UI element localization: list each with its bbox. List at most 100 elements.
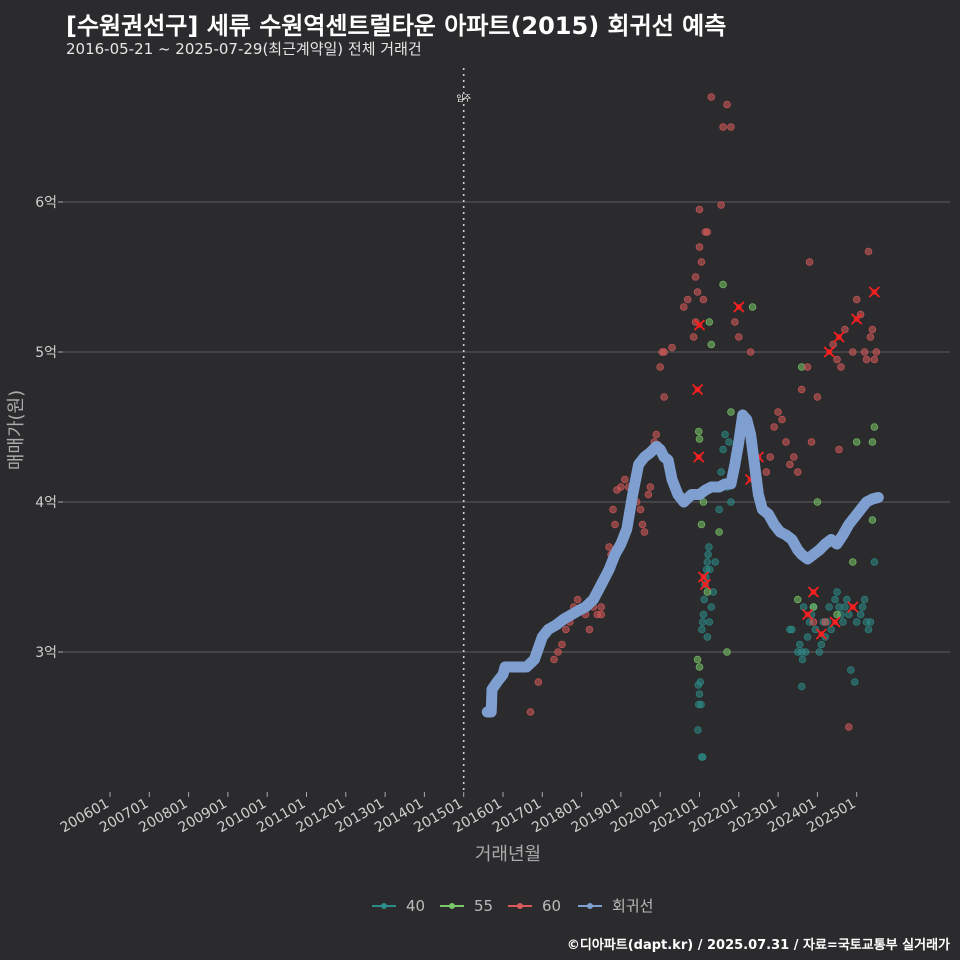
data-point-55 [697, 520, 706, 529]
data-point-60 [660, 393, 668, 401]
data-point-60 [841, 325, 849, 334]
recent-marker-dot [832, 619, 839, 625]
data-point-40 [698, 625, 706, 634]
data-point-40 [833, 588, 841, 596]
data-point-60 [683, 295, 692, 304]
recent-marker-dot [849, 604, 856, 610]
data-point-60 [695, 205, 704, 214]
legend-key-dot-55 [449, 903, 455, 909]
data-point-40 [703, 558, 712, 566]
recent-marker-dot [853, 316, 860, 322]
data-point-60 [723, 100, 731, 109]
data-point-60 [845, 723, 853, 731]
data-point-40 [700, 595, 709, 604]
data-point-55 [695, 435, 704, 443]
data-point-40 [715, 505, 723, 514]
data-point-40 [694, 726, 702, 734]
data-point-40 [699, 610, 708, 619]
data-point-60 [797, 385, 806, 394]
data-point-60 [636, 505, 645, 514]
data-point-60 [860, 348, 869, 356]
data-point-60 [805, 258, 814, 266]
data-point-40 [856, 610, 865, 619]
data-point-55 [793, 595, 802, 604]
recent-marker-dot [826, 349, 833, 355]
data-point-40 [725, 438, 733, 446]
data-point-60 [852, 295, 861, 304]
data-point-60 [793, 468, 802, 476]
data-point-40 [843, 595, 851, 604]
data-point-60 [660, 348, 668, 356]
y-axis: 3억 4억 5억 6억 [35, 195, 63, 661]
data-point-60 [597, 610, 606, 619]
recent-markers [691, 286, 880, 640]
data-point-40 [705, 618, 714, 626]
x-axis-title: 거래년월 [475, 844, 541, 865]
data-point-60 [668, 343, 676, 352]
data-point-40 [831, 595, 839, 604]
data-point-60 [646, 483, 655, 491]
data-point-40 [799, 603, 808, 611]
data-point-60 [550, 655, 558, 664]
data-point-40 [695, 690, 704, 698]
y-tick-label: 3억 [35, 645, 57, 661]
data-point-55 [707, 340, 716, 349]
data-point-60 [652, 430, 661, 439]
data-point-60 [807, 438, 816, 446]
data-point-40 [847, 666, 855, 674]
data-point-60 [862, 355, 871, 364]
data-point-40 [815, 648, 824, 656]
data-point-40 [727, 498, 735, 506]
data-point-60 [848, 348, 857, 356]
data-point-40 [795, 640, 804, 649]
legend-label-40: 40 [406, 897, 425, 915]
data-point-55 [694, 427, 703, 436]
legend-key-dot-회귀선 [587, 903, 593, 909]
recent-marker-dot [871, 289, 878, 295]
chart-title: [수원권선구] 세류 수원역센트럴타운 아파트(2015) 회귀선 예측 [66, 12, 727, 40]
recent-marker-dot [810, 589, 817, 595]
recent-marker-dot [695, 454, 702, 460]
data-point-55 [705, 318, 714, 326]
data-point-60 [534, 678, 543, 686]
data-point-40 [705, 565, 714, 574]
data-point-60 [605, 543, 613, 551]
data-point-60 [554, 648, 562, 656]
recent-marker-dot [818, 631, 825, 637]
data-point-40 [827, 625, 835, 634]
data-point-40 [704, 550, 712, 559]
data-point-60 [727, 123, 735, 131]
data-point-60 [697, 258, 706, 266]
data-point-40 [797, 682, 806, 691]
legend-key-dot-40 [381, 903, 387, 909]
data-point-60 [821, 618, 830, 626]
data-point-40 [839, 618, 847, 626]
data-point-55 [848, 558, 857, 566]
x-axis: 2006012007012008012009012010012011012012… [58, 792, 859, 836]
data-point-40 [696, 678, 705, 686]
data-point-55 [833, 610, 841, 619]
data-point-40 [841, 603, 849, 611]
legend-label-55: 55 [474, 897, 493, 915]
data-point-60 [813, 393, 822, 401]
recent-marker-dot [696, 322, 703, 328]
data-point-55 [723, 648, 731, 656]
data-point-60 [864, 247, 873, 256]
data-point-40 [705, 543, 713, 551]
data-points [526, 93, 881, 761]
recent-marker-dot [836, 334, 843, 340]
data-point-55 [813, 498, 822, 506]
data-point-60 [746, 348, 755, 356]
data-point-60 [707, 93, 716, 101]
data-point-55 [870, 423, 879, 431]
data-point-40 [801, 648, 810, 656]
data-point-60 [778, 415, 786, 424]
data-point-40 [788, 625, 796, 634]
move-in-annotation: 입주 [456, 68, 471, 792]
data-point-60 [717, 201, 725, 209]
data-point-40 [721, 430, 729, 439]
data-point-60 [782, 438, 790, 446]
data-point-60 [558, 640, 566, 649]
data-point-40 [698, 618, 707, 626]
data-point-60 [621, 475, 629, 484]
